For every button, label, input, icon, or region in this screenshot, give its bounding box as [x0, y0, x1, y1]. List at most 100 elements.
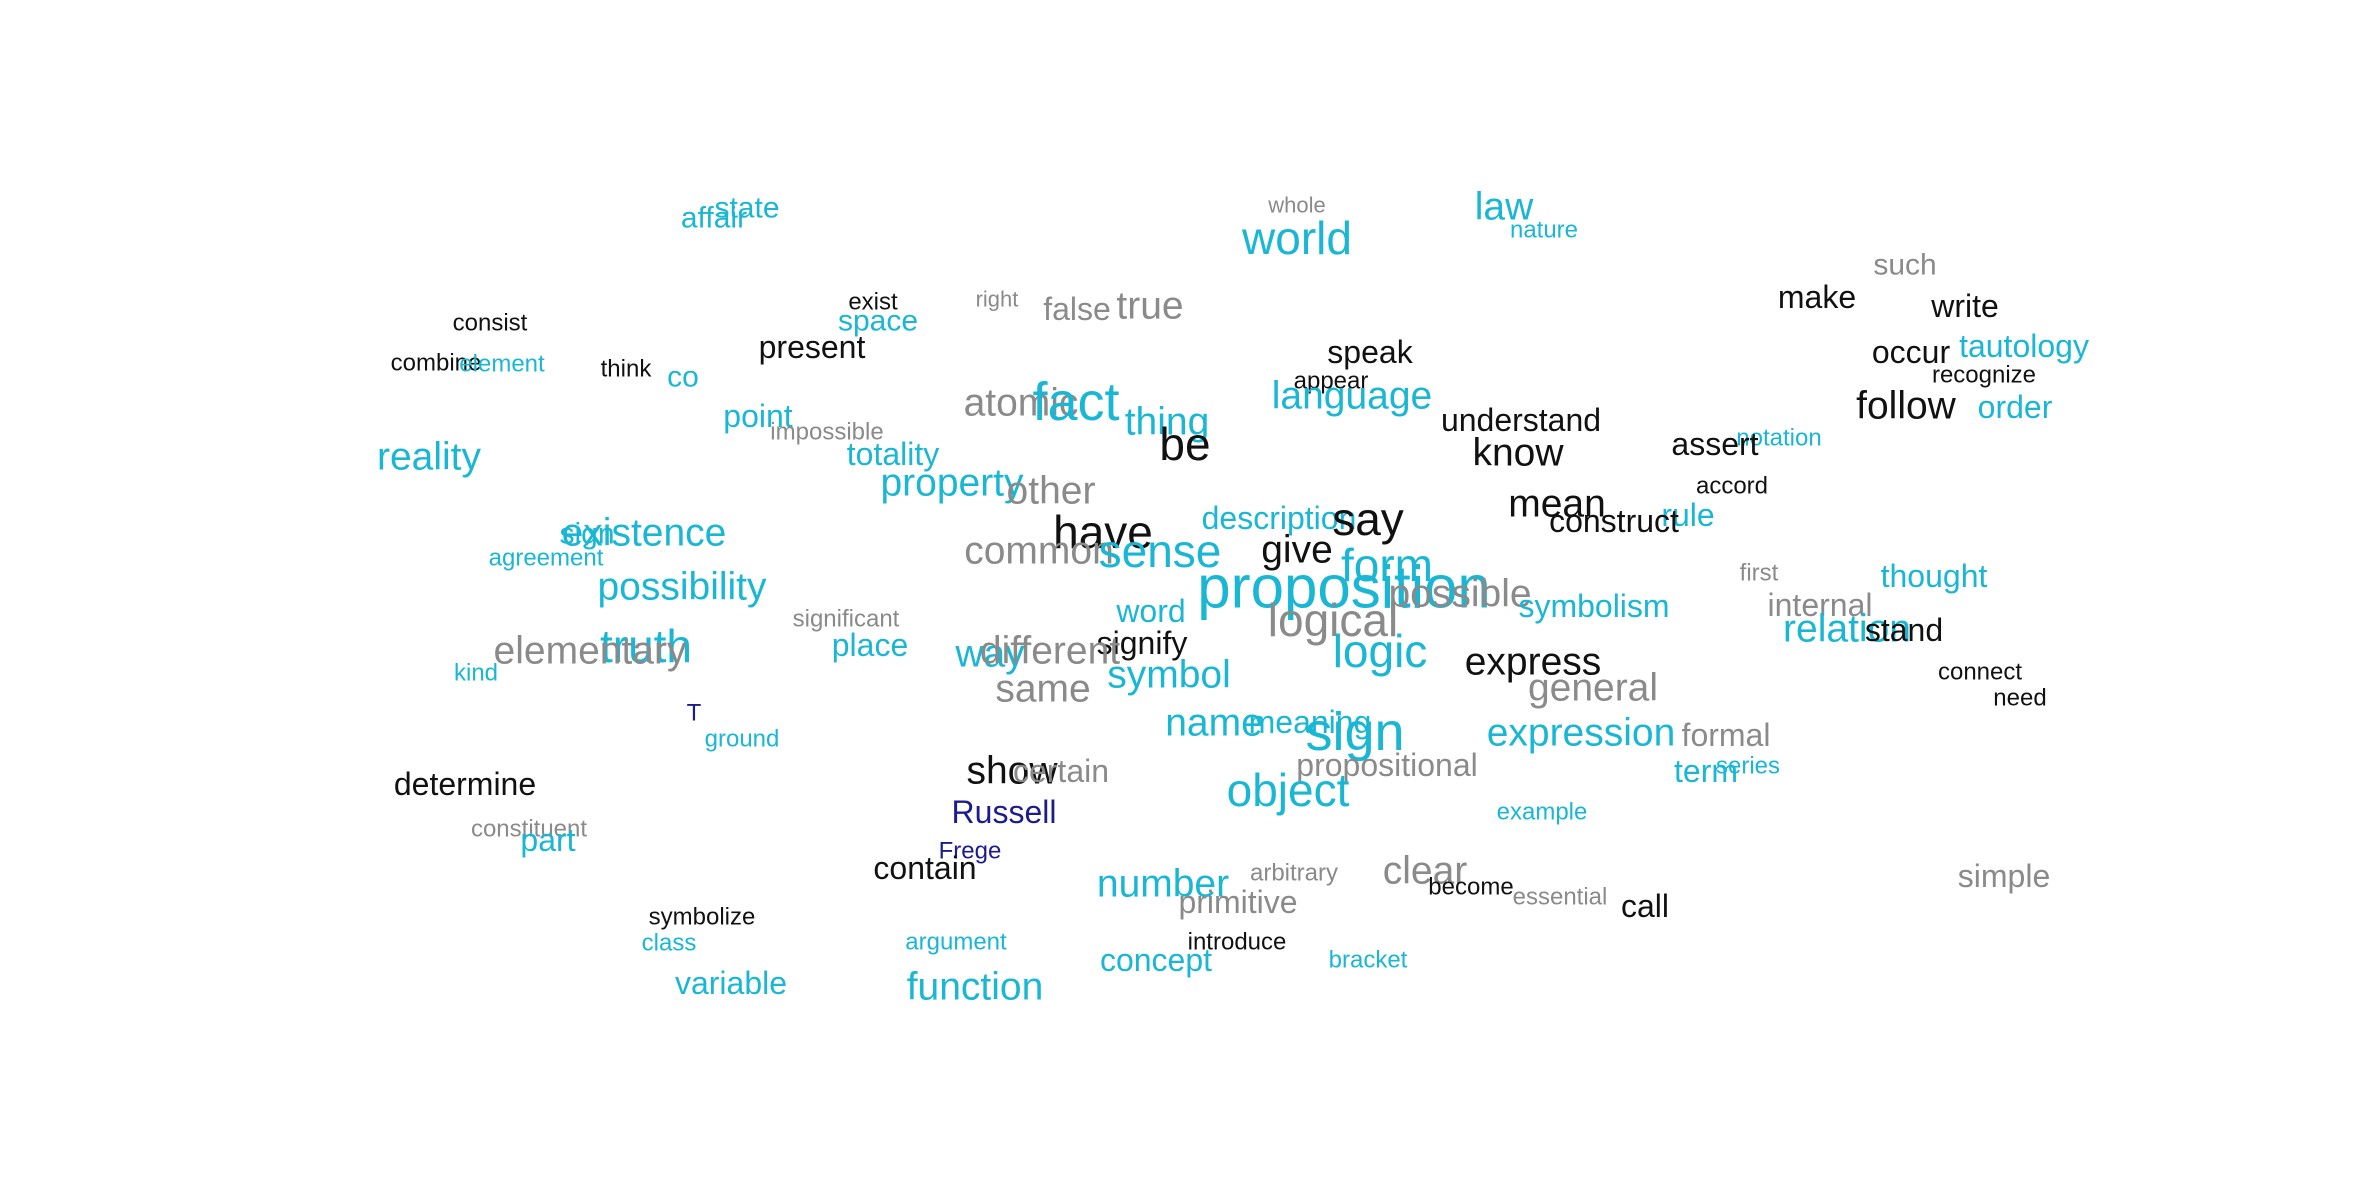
word-primitive: primitive: [1178, 884, 1297, 920]
word-sign: sign: [559, 518, 614, 551]
word-agreement: agreement: [489, 545, 604, 572]
word-signify: signify: [1097, 625, 1188, 661]
word-general: general: [1528, 667, 1658, 710]
word-thing: thing: [1125, 401, 1210, 444]
word-be: be: [1159, 418, 1210, 470]
word-form: form: [1341, 539, 1433, 591]
word-example: example: [1497, 799, 1588, 826]
word-bracket: bracket: [1329, 947, 1408, 974]
word-present: present: [759, 329, 866, 365]
word-object: object: [1227, 764, 1350, 816]
word-essential: essential: [1513, 884, 1608, 911]
word-description: description: [1202, 500, 1357, 536]
word-name: name: [1165, 702, 1263, 745]
word-frege: Frege: [939, 838, 1002, 865]
word-other: other: [1007, 470, 1096, 513]
word-co: co: [667, 361, 699, 394]
word-function: function: [907, 966, 1044, 1009]
word-express: express: [1465, 641, 1602, 684]
word-concept: concept: [1100, 942, 1212, 978]
word-make: make: [1778, 279, 1856, 315]
word-t: T: [687, 700, 702, 727]
word-expression: expression: [1487, 712, 1676, 755]
word-relation: relation: [1783, 608, 1911, 651]
word-atomic: atomic: [964, 382, 1079, 425]
word-property: property: [880, 462, 1024, 505]
word-element: element: [459, 351, 545, 378]
word-existence: existence: [562, 512, 727, 555]
word-notation: notation: [1736, 425, 1821, 452]
word-elementary: elementary: [494, 630, 687, 673]
word-way: way: [954, 633, 1025, 676]
word-language: language: [1272, 375, 1433, 418]
word-series: series: [1716, 753, 1780, 780]
word-variable: variable: [675, 965, 787, 1001]
word-symbol: symbol: [1107, 654, 1231, 697]
word-tautology: tautology: [1959, 328, 2089, 364]
word-truth: truth: [600, 620, 692, 672]
word-class: class: [642, 930, 697, 957]
word-state: state: [714, 192, 779, 225]
word-reality: reality: [377, 436, 482, 479]
word-right: right: [976, 287, 1019, 312]
word-follow: follow: [1856, 385, 1957, 428]
word-call: call: [1621, 888, 1669, 924]
word-russell: Russell: [952, 794, 1057, 830]
word-consist: consist: [453, 310, 528, 337]
word-ground: ground: [705, 726, 780, 753]
word-common: common: [964, 530, 1114, 573]
word-combine: combine: [391, 350, 482, 377]
word-accord: accord: [1696, 473, 1768, 500]
word-recognize: recognize: [1932, 362, 2036, 389]
word-appear: appear: [1294, 368, 1369, 395]
word-part: part: [520, 822, 575, 858]
word-mean: mean: [1508, 483, 1606, 526]
word-sense: sense: [1099, 525, 1222, 577]
word-place: place: [832, 627, 909, 663]
word-stand: stand: [1865, 612, 1943, 648]
word-occur: occur: [1872, 334, 1951, 370]
word-space: space: [838, 305, 918, 338]
word-logic: logic: [1333, 625, 1428, 677]
word-term: term: [1674, 753, 1738, 789]
word-construct: construct: [1549, 503, 1679, 539]
word-world: world: [1241, 212, 1352, 264]
word-logical: logical: [1268, 594, 1398, 646]
word-speak: speak: [1327, 334, 1413, 370]
word-arbitrary: arbitrary: [1250, 860, 1338, 887]
word-sign: sign: [1305, 702, 1404, 762]
word-point: point: [723, 398, 793, 434]
word-think: think: [601, 356, 653, 383]
word-such: such: [1873, 249, 1936, 282]
word-understand: understand: [1441, 402, 1601, 438]
word-write: write: [1930, 288, 1999, 324]
word-true: true: [1116, 285, 1183, 328]
word-number: number: [1097, 863, 1229, 906]
word-first: first: [1740, 560, 1779, 587]
word-affair: affair: [681, 202, 747, 235]
word-assert: assert: [1671, 426, 1758, 462]
word-nature: nature: [1510, 217, 1578, 244]
word-same: same: [995, 668, 1090, 711]
word-word: word: [1115, 593, 1185, 629]
word-certain: certain: [1013, 753, 1109, 789]
word-kind: kind: [454, 660, 498, 687]
word-proposition: proposition: [1197, 554, 1491, 621]
word-law: law: [1475, 186, 1534, 229]
word-thought: thought: [1881, 558, 1988, 594]
word-significant: significant: [793, 606, 900, 633]
word-say: say: [1332, 493, 1404, 545]
word-meaning: meaning: [1249, 704, 1372, 740]
word-determine: determine: [394, 766, 536, 802]
word-show: show: [966, 750, 1058, 793]
word-totality: totality: [847, 436, 939, 472]
word-whole: whole: [1267, 193, 1325, 218]
word-symbolism: symbolism: [1518, 588, 1669, 624]
word-argument: argument: [905, 929, 1007, 956]
word-connect: connect: [1938, 659, 2022, 686]
word-fact: fact: [1032, 372, 1119, 432]
word-false: false: [1043, 291, 1111, 327]
word-know: know: [1472, 432, 1564, 475]
word-introduce: introduce: [1188, 929, 1287, 956]
